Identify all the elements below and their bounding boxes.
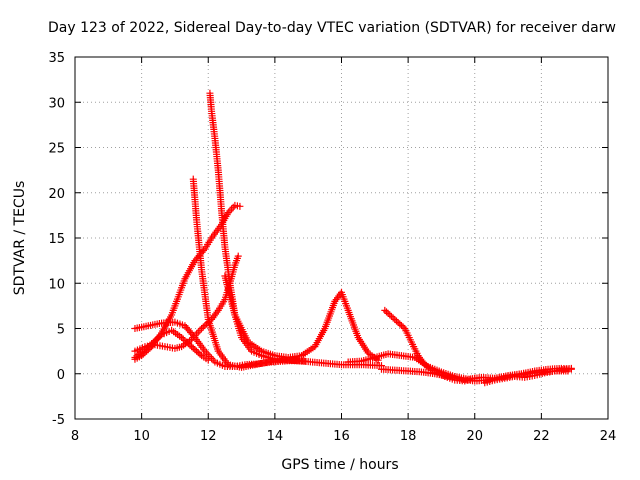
data-point bbox=[188, 343, 196, 351]
y-tick-label: 30 bbox=[48, 96, 65, 111]
y-tick-label: 20 bbox=[48, 187, 65, 202]
data-marker bbox=[196, 350, 204, 358]
data-marker bbox=[194, 328, 202, 336]
y-tick-label: 25 bbox=[48, 142, 65, 157]
data-point bbox=[198, 325, 206, 332]
data-marker bbox=[384, 309, 392, 317]
data-marker bbox=[399, 323, 407, 331]
data-marker bbox=[149, 338, 157, 346]
x-tick-label: 20 bbox=[466, 429, 483, 444]
data-point bbox=[391, 315, 399, 323]
data-point bbox=[144, 343, 152, 351]
data-point bbox=[567, 364, 575, 372]
data-marker bbox=[193, 347, 201, 355]
x-tick-label: 16 bbox=[333, 429, 350, 444]
data-markers bbox=[131, 89, 575, 387]
x-axis-label: GPS time / hours bbox=[281, 457, 399, 473]
data-marker bbox=[154, 334, 162, 342]
data-point bbox=[301, 357, 309, 365]
y-tick-label: -5 bbox=[52, 413, 65, 428]
data-point bbox=[178, 334, 186, 342]
y-axis-label: SDTVAR / TECUs bbox=[12, 180, 28, 296]
data-marker bbox=[183, 338, 191, 346]
x-tick-label: 8 bbox=[71, 429, 79, 444]
y-tick-label: 35 bbox=[48, 51, 65, 66]
data-marker bbox=[203, 320, 211, 328]
data-marker bbox=[229, 203, 237, 211]
data-point bbox=[236, 202, 244, 210]
x-tick-label: 12 bbox=[200, 429, 217, 444]
data-marker bbox=[387, 312, 395, 320]
data-point bbox=[381, 306, 389, 314]
data-marker bbox=[382, 308, 390, 316]
x-tick-label: 22 bbox=[533, 429, 550, 444]
data-marker bbox=[199, 323, 207, 331]
data-marker bbox=[206, 317, 214, 325]
data-marker bbox=[153, 335, 161, 343]
data-marker bbox=[156, 332, 164, 340]
y-tick-label: 10 bbox=[48, 277, 65, 292]
data-marker bbox=[392, 317, 400, 325]
data-marker bbox=[397, 321, 405, 329]
data-marker bbox=[186, 341, 194, 349]
data-point bbox=[204, 356, 212, 364]
x-tick-label: 10 bbox=[133, 429, 150, 444]
data-marker bbox=[394, 318, 402, 326]
data-marker bbox=[196, 326, 204, 334]
x-tick-label: 24 bbox=[600, 429, 617, 444]
data-point bbox=[234, 252, 242, 260]
x-tick-label: 18 bbox=[400, 429, 417, 444]
x-tick-label: 14 bbox=[267, 429, 284, 444]
data-marker bbox=[396, 320, 404, 328]
data-marker bbox=[194, 349, 202, 357]
data-marker bbox=[204, 318, 212, 326]
data-series bbox=[131, 326, 212, 364]
data-marker bbox=[184, 340, 192, 348]
data-point bbox=[294, 356, 302, 364]
data-series bbox=[131, 318, 302, 371]
data-series bbox=[189, 175, 385, 371]
data-marker bbox=[228, 205, 236, 213]
data-marker bbox=[389, 314, 397, 322]
data-marker bbox=[191, 346, 199, 354]
y-tick-label: 5 bbox=[57, 323, 65, 338]
data-marker bbox=[189, 344, 197, 352]
plot-border bbox=[74, 56, 609, 420]
data-marker bbox=[201, 321, 209, 329]
data-marker bbox=[189, 332, 197, 340]
data-series bbox=[221, 272, 382, 364]
data-marker bbox=[151, 337, 159, 345]
chart-title: Day 123 of 2022, Sidereal Day-to-day VTE… bbox=[48, 20, 616, 36]
data-marker bbox=[179, 335, 187, 343]
axes: 8 10 12 14 16 18 20 22 24 -5 0 5 10 15 20 25 30 35 bbox=[48, 51, 616, 444]
y-tick-label: 15 bbox=[48, 232, 65, 247]
data-marker bbox=[386, 311, 394, 319]
data-marker bbox=[146, 341, 154, 349]
data-marker bbox=[148, 340, 156, 348]
data-series bbox=[481, 364, 575, 387]
data-marker bbox=[199, 247, 207, 255]
y-tick-label: 0 bbox=[57, 368, 65, 383]
data-marker bbox=[181, 337, 189, 345]
